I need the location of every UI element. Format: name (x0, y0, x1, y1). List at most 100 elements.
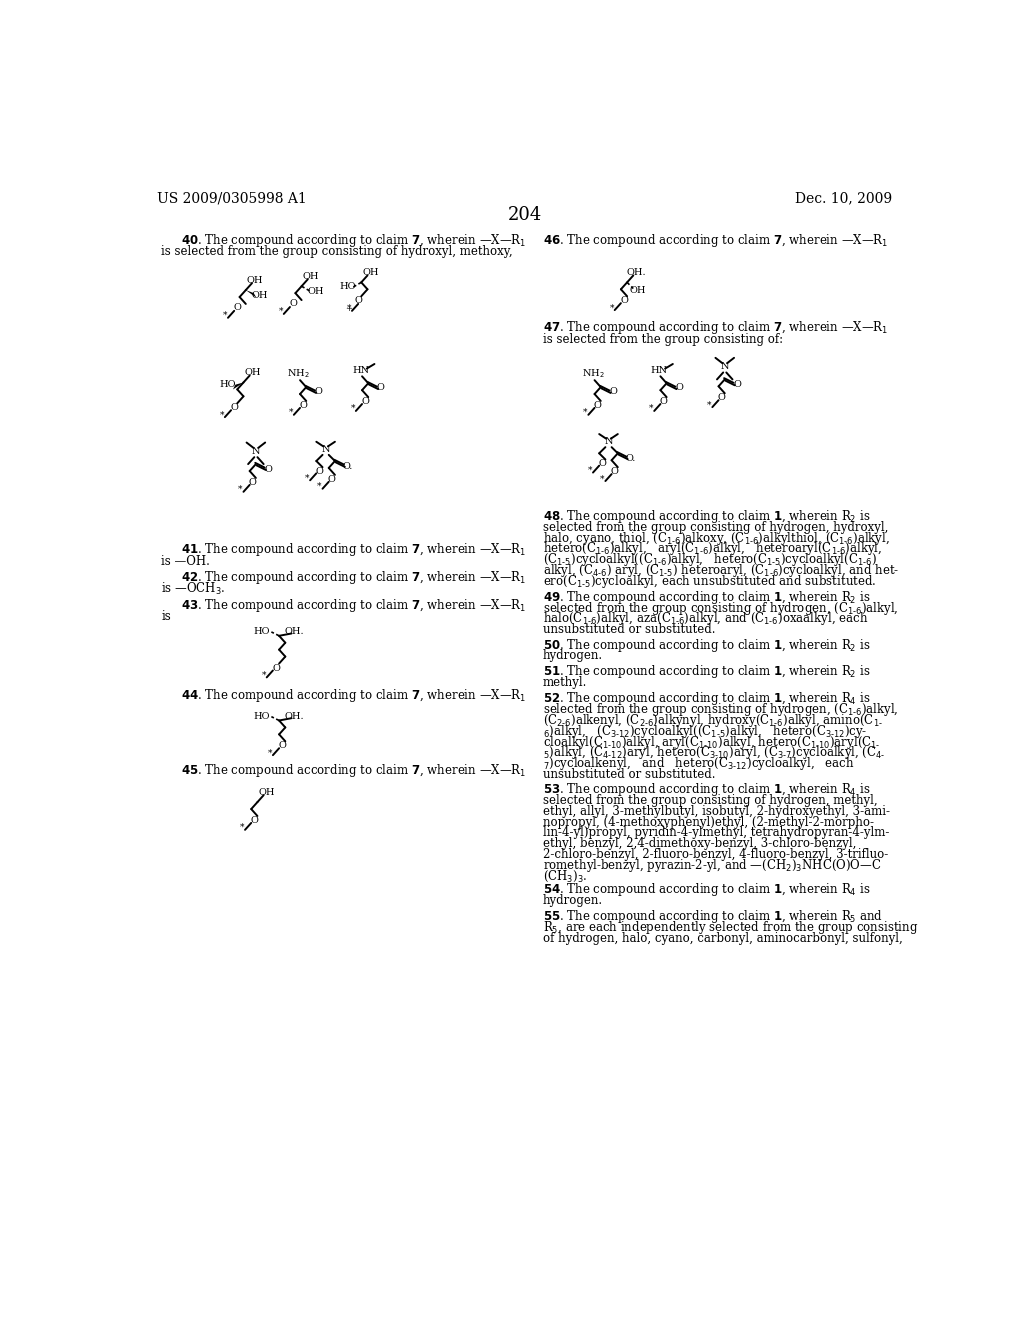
Text: romethyl-benzyl, pyrazin-2-yl, and —(CH$_2$)$_3$NHC(O)O—C: romethyl-benzyl, pyrazin-2-yl, and —(CH$… (543, 857, 881, 874)
Text: $_{5}$)alkyl, (C$_{4\text{-}12}$)aryl, hetero(C$_{3\text{-}10}$)aryl, (C$_{3\tex: $_{5}$)alkyl, (C$_{4\text{-}12}$)aryl, h… (543, 744, 885, 762)
Text: N: N (252, 446, 260, 455)
Text: N: N (721, 362, 729, 371)
Text: is selected from the group consisting of:: is selected from the group consisting of… (543, 333, 782, 346)
Text: $\mathbf{43}$. The compound according to claim $\mathbf{7}$, wherein —X—R$_1$: $\mathbf{43}$. The compound according to… (180, 597, 526, 614)
Text: OH: OH (307, 288, 324, 296)
Text: $\mathbf{50}$. The compound according to claim $\mathbf{1}$, wherein R$_2$ is: $\mathbf{50}$. The compound according to… (543, 636, 870, 653)
Text: Dec. 10, 2009: Dec. 10, 2009 (795, 191, 892, 206)
Text: NH$_2$: NH$_2$ (287, 367, 310, 380)
Text: O: O (733, 380, 741, 389)
Text: $\mathbf{41}$. The compound according to claim $\mathbf{7}$, wherein —X—R$_1$: $\mathbf{41}$. The compound according to… (180, 541, 526, 558)
Text: US 2009/0305998 A1: US 2009/0305998 A1 (158, 191, 307, 206)
Text: cloalkyl(C$_{1\text{-}10}$)alkyl, aryl(C$_{1\text{-}10}$)alkyl, hetero(C$_{1\tex: cloalkyl(C$_{1\text{-}10}$)alkyl, aryl(C… (543, 734, 881, 751)
Text: (CH$_3$)$_3$.: (CH$_3$)$_3$. (543, 869, 587, 883)
Text: *: * (600, 474, 604, 483)
Text: *: * (289, 408, 293, 417)
Text: *: * (267, 748, 272, 758)
Text: O: O (594, 401, 601, 411)
Text: selected from the group consisting of hydrogen, methyl,: selected from the group consisting of hy… (543, 795, 878, 807)
Text: O: O (279, 742, 286, 750)
Text: OH: OH (303, 272, 319, 281)
Text: $\mathbf{40}$. The compound according to claim $\mathbf{7}$, wherein —X—R$_1$: $\mathbf{40}$. The compound according to… (180, 232, 526, 249)
Text: *: * (219, 411, 224, 420)
Text: $\mathbf{53}$. The compound according to claim $\mathbf{1}$, wherein R$_4$ is: $\mathbf{53}$. The compound according to… (543, 781, 870, 799)
Text: O: O (299, 401, 307, 411)
Text: O: O (328, 475, 336, 484)
Text: nopropyl, (4-methoxyphenyl)ethyl, (2-methyl-2-morpho-: nopropyl, (4-methoxyphenyl)ethyl, (2-met… (543, 816, 873, 829)
Polygon shape (246, 290, 256, 298)
Text: OH: OH (245, 368, 261, 378)
Text: O: O (289, 300, 297, 309)
Text: HN: HN (352, 366, 369, 375)
Text: (C$_{1\text{-}5}$)cycloalkyl((C$_{1\text{-}6}$)alkyl,   hetero(C$_{1\text{-}5}$): (C$_{1\text{-}5}$)cycloalkyl((C$_{1\text… (543, 550, 877, 568)
Text: $_{7}$)cycloalkenyl,   and   hetero(C$_{3\text{-}12}$)cycloalkyl,   each: $_{7}$)cycloalkenyl, and hetero(C$_{3\te… (543, 755, 854, 772)
Text: HO: HO (253, 627, 270, 636)
Text: O: O (659, 397, 668, 407)
Text: $_{6}$)alkyl,   (C$_{3\text{-}12}$)cycloalkyl((C$_{1\text{-}5}$)alkyl,   hetero(: $_{6}$)alkyl, (C$_{3\text{-}12}$)cycloal… (543, 723, 867, 739)
Text: *: * (261, 671, 266, 680)
Text: is —OCH$_3$.: is —OCH$_3$. (162, 581, 226, 597)
Text: O: O (377, 383, 385, 392)
Text: OH.: OH. (285, 713, 304, 721)
Text: OH: OH (362, 268, 379, 277)
Text: hydrogen.: hydrogen. (543, 894, 603, 907)
Text: OH.: OH. (285, 627, 304, 636)
Text: unsubstituted or substituted.: unsubstituted or substituted. (543, 623, 715, 636)
Text: O: O (610, 467, 618, 477)
Text: $\mathbf{52}$. The compound according to claim $\mathbf{1}$, wherein R$_4$ is: $\mathbf{52}$. The compound according to… (543, 690, 870, 708)
Text: HO: HO (220, 380, 237, 389)
Text: OH: OH (630, 285, 646, 294)
Text: OH: OH (252, 290, 268, 300)
Text: O: O (264, 465, 272, 474)
Text: methyl.: methyl. (543, 676, 587, 689)
Text: $\mathbf{48}$. The compound according to claim $\mathbf{1}$, wherein R$_2$ is: $\mathbf{48}$. The compound according to… (543, 508, 870, 525)
Text: hetero(C$_{1\text{-}6}$)alkyl,   aryl(C$_{1\text{-}6}$)alkyl,   heteroaryl(C$_{1: hetero(C$_{1\text{-}6}$)alkyl, aryl(C$_{… (543, 540, 882, 557)
Text: O: O (598, 459, 606, 467)
Text: halo(C$_{1\text{-}6}$)alkyl, aza(C$_{1\text{-}6}$)alkyl, and (C$_{1\text{-}6}$)o: halo(C$_{1\text{-}6}$)alkyl, aza(C$_{1\t… (543, 610, 868, 627)
Text: selected from the group consisting of hydrogen, (C$_{1\text{-}6}$)alkyl,: selected from the group consisting of hy… (543, 701, 898, 718)
Text: $\mathbf{54}$. The compound according to claim $\mathbf{1}$, wherein R$_4$ is: $\mathbf{54}$. The compound according to… (543, 882, 870, 899)
Text: (C$_{2\text{-}6}$)alkenyl, (C$_{2\text{-}6}$)alkynyl, hydroxy(C$_{1\text{-}6}$)a: (C$_{2\text{-}6}$)alkenyl, (C$_{2\text{-… (543, 711, 883, 729)
Text: *: * (350, 404, 355, 413)
Text: O: O (354, 297, 362, 305)
Text: O: O (315, 466, 324, 475)
Text: is selected from the group consisting of hydroxyl, methoxy,: is selected from the group consisting of… (162, 246, 513, 259)
Text: *: * (317, 482, 322, 491)
Text: O: O (233, 304, 242, 313)
Text: R$_5$, are each independently selected from the group consisting: R$_5$, are each independently selected f… (543, 919, 918, 936)
Text: $\mathbf{51}$. The compound according to claim $\mathbf{1}$, wherein R$_2$ is: $\mathbf{51}$. The compound according to… (543, 664, 870, 681)
Text: ethyl, allyl, 3-methylbutyl, isobutyl, 2-hydroxyethyl, 3-ami-: ethyl, allyl, 3-methylbutyl, isobutyl, 2… (543, 805, 890, 818)
Text: OH: OH (247, 276, 263, 285)
Text: alkyl, (C$_{4\text{-}6}$) aryl, (C$_{1\text{-}5}$) heteroaryl, (C$_{1\text{-}6}$: alkyl, (C$_{4\text{-}6}$) aryl, (C$_{1\t… (543, 562, 899, 579)
Text: *: * (240, 824, 244, 832)
Text: O: O (675, 383, 683, 392)
Text: +: + (345, 305, 352, 313)
Text: is —OH.: is —OH. (162, 554, 210, 568)
Text: N: N (604, 437, 612, 446)
Text: O: O (251, 816, 258, 825)
Text: $\mathbf{49}$. The compound according to claim $\mathbf{1}$, wherein R$_2$ is: $\mathbf{49}$. The compound according to… (543, 589, 870, 606)
Text: $\mathbf{46}$. The compound according to claim $\mathbf{7}$, wherein —X—R$_1$: $\mathbf{46}$. The compound according to… (543, 232, 888, 249)
Text: *: * (305, 474, 309, 482)
Text: *: * (239, 484, 243, 494)
Text: O: O (272, 664, 280, 673)
Text: *: * (222, 312, 227, 319)
Text: lin-4-yl)propyl, pyridin-4-ylmethyl, tetrahydropyran-4-ylm-: lin-4-yl)propyl, pyridin-4-ylmethyl, tet… (543, 826, 889, 840)
Text: O: O (230, 403, 239, 412)
Text: $\mathbf{44}$. The compound according to claim $\mathbf{7}$, wherein —X—R$_1$: $\mathbf{44}$. The compound according to… (180, 688, 526, 705)
Text: *: * (279, 308, 283, 315)
Text: O: O (361, 397, 369, 407)
Text: of hydrogen, halo, cyano, carbonyl, aminocarbonyl, sulfonyl,: of hydrogen, halo, cyano, carbonyl, amin… (543, 932, 902, 945)
Text: *: * (347, 304, 351, 313)
Text: OH: OH (258, 788, 275, 796)
Text: hydrogen.: hydrogen. (543, 649, 603, 663)
Polygon shape (233, 383, 244, 389)
Text: OH.: OH. (627, 268, 646, 277)
Text: HO: HO (253, 713, 270, 721)
Text: *: * (583, 408, 588, 417)
Text: 204: 204 (508, 206, 542, 224)
Text: N: N (322, 445, 330, 454)
Text: HO: HO (339, 281, 355, 290)
Text: O: O (314, 387, 323, 396)
Text: ero(C$_{1\text{-}5}$)cycloalkyl, each unsubstituted and substituted.: ero(C$_{1\text{-}5}$)cycloalkyl, each un… (543, 573, 877, 590)
